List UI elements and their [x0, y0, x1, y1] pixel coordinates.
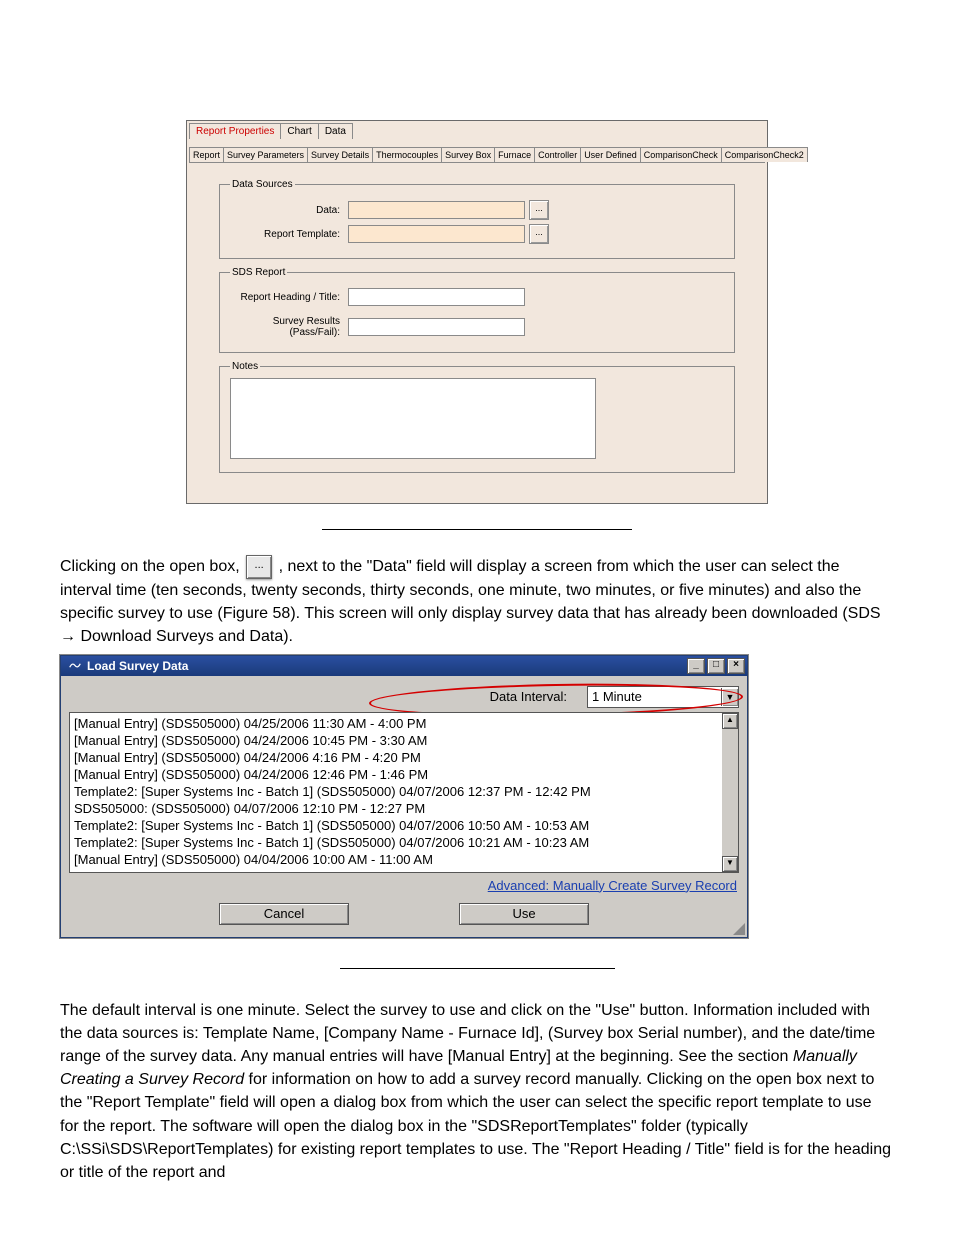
sds-report-legend: SDS Report [230, 267, 287, 278]
top-tabs: Report PropertiesChartData [189, 123, 765, 139]
survey-list[interactable]: [Manual Entry] (SDS505000) 04/25/2006 11… [69, 712, 739, 873]
report-template-input[interactable] [348, 225, 525, 243]
para1-text-a: Clicking on the open box, [60, 558, 244, 575]
subtab-controller[interactable]: Controller [534, 147, 581, 162]
report-template-browse-button[interactable]: ... [529, 224, 549, 244]
tab-chart[interactable]: Chart [280, 123, 318, 139]
list-item[interactable]: [Manual Entry] (SDS505000) 04/24/2006 10… [74, 732, 738, 749]
heading-label: Report Heading / Title: [230, 292, 348, 303]
list-item[interactable]: [Manual Entry] (SDS505000) 04/04/2006 10… [74, 851, 738, 868]
list-item[interactable]: [Manual Entry] (SDS505000) 04/25/2006 11… [74, 715, 738, 732]
app-icon [67, 658, 83, 674]
data-browse-button[interactable]: ... [529, 200, 549, 220]
subtab-thermocouples[interactable]: Thermocouples [372, 147, 442, 162]
load-survey-data-window: Load Survey Data _ □ × Data Interval: 1 … [60, 655, 748, 938]
paragraph-1: Clicking on the open box, ... , next to … [60, 555, 894, 649]
divider-1 [322, 529, 632, 530]
use-button[interactable]: Use [459, 903, 589, 925]
resize-grip[interactable] [731, 921, 745, 935]
subtab-survey-parameters[interactable]: Survey Parameters [223, 147, 308, 162]
subtab-survey-details[interactable]: Survey Details [307, 147, 373, 162]
scroll-down-button[interactable]: ▼ [722, 856, 738, 872]
subtab-furnace[interactable]: Furnace [494, 147, 535, 162]
cancel-button[interactable]: Cancel [219, 903, 349, 925]
list-item[interactable]: Template2: [Super Systems Inc - Batch 1]… [74, 834, 738, 851]
subtab-survey-box[interactable]: Survey Box [441, 147, 495, 162]
report-properties-window: Report PropertiesChartData ReportSurvey … [186, 120, 768, 504]
data-interval-value: 1 Minute [588, 689, 721, 704]
data-label: Data: [230, 205, 348, 216]
tab-report-properties[interactable]: Report Properties [189, 123, 281, 139]
divider-2 [340, 968, 615, 969]
results-input[interactable] [348, 318, 525, 336]
notes-legend: Notes [230, 361, 260, 372]
data-interval-label: Data Interval: [490, 689, 567, 704]
data-sources-group: Data Sources Data: ... Report Template: … [219, 179, 735, 259]
subtab-comparisoncheck[interactable]: ComparisonCheck [640, 147, 722, 162]
maximize-button[interactable]: □ [707, 658, 725, 674]
subtab-report[interactable]: Report [189, 147, 224, 162]
notes-group: Notes [219, 361, 735, 473]
inline-browse-icon: ... [246, 555, 272, 579]
heading-input[interactable] [348, 288, 525, 306]
minimize-button[interactable]: _ [687, 658, 705, 674]
scroll-up-button[interactable]: ▲ [722, 713, 738, 729]
results-label: Survey Results (Pass/Fail): [230, 316, 348, 338]
close-button[interactable]: × [727, 658, 745, 674]
chevron-down-icon[interactable]: ▼ [721, 688, 738, 706]
advanced-link[interactable]: Advanced: Manually Create Survey Record [488, 878, 737, 893]
list-item[interactable]: Template2: [Super Systems Inc - Batch 1]… [74, 817, 738, 834]
list-item[interactable]: Template2: [Super Systems Inc - Batch 1]… [74, 783, 738, 800]
scrollbar[interactable]: ▲ ▼ [722, 713, 738, 872]
window-title: Load Survey Data [87, 659, 188, 673]
data-sources-legend: Data Sources [230, 179, 295, 190]
data-input[interactable] [348, 201, 525, 219]
subtab-user-defined[interactable]: User Defined [580, 147, 641, 162]
titlebar: Load Survey Data _ □ × [61, 656, 747, 676]
notes-textarea[interactable] [230, 378, 596, 459]
sub-tabs: ReportSurvey ParametersSurvey DetailsThe… [189, 147, 765, 162]
report-template-label: Report Template: [230, 229, 348, 240]
subtab-comparisoncheck2[interactable]: ComparisonCheck2 [721, 147, 808, 162]
list-item[interactable]: [Manual Entry] (SDS505000) 04/24/2006 4:… [74, 749, 738, 766]
para2-text-a: The default interval is one minute. Sele… [60, 1002, 875, 1065]
tab-data[interactable]: Data [318, 123, 353, 139]
list-item[interactable]: [Manual Entry] (SDS505000) 04/24/2006 12… [74, 766, 738, 783]
sds-report-group: SDS Report Report Heading / Title: Surve… [219, 267, 735, 353]
paragraph-2: The default interval is one minute. Sele… [60, 999, 894, 1185]
list-item[interactable]: SDS505000: (SDS505000) 04/07/2006 12:10 … [74, 800, 738, 817]
data-interval-select[interactable]: 1 Minute ▼ [587, 686, 739, 708]
